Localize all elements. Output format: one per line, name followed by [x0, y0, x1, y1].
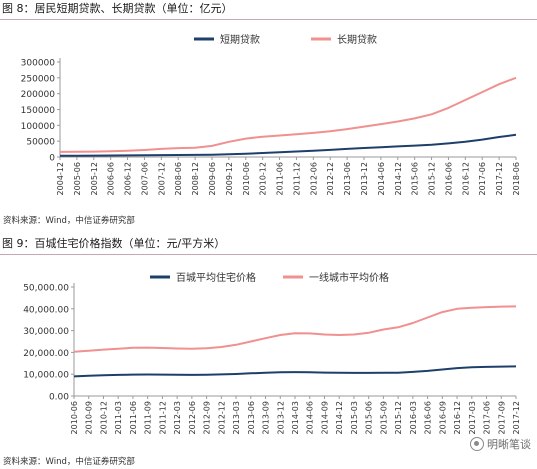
- loans-x-tick-label: 2016-12: [461, 162, 470, 195]
- housing-x-tick-label: 2015-12: [394, 401, 403, 434]
- housing-x-tick-label: 2011-03: [114, 401, 123, 434]
- loans-x-tick-label: 2010-06: [242, 162, 251, 195]
- housing-y-tick-label: 40,000.00: [23, 305, 69, 315]
- housing-x-tick-label: 2016-06: [424, 401, 433, 434]
- loans-x-tick-label: 2011-12: [292, 162, 301, 195]
- housing-x-tick-label: 2012-09: [203, 401, 212, 434]
- loans-x-tick-label: 2007-12: [157, 162, 166, 195]
- loans-x-tick-label: 2012-12: [326, 162, 335, 195]
- loans-y-tick-label: 250000: [21, 74, 56, 84]
- figure-9-source: 资料来源：Wind，中信证券研究部: [3, 457, 135, 467]
- loans-legend-label-2: 长期贷款: [337, 33, 377, 46]
- housing-x-tick-label: 2013-06: [247, 401, 256, 434]
- housing-price-line-chart: 0.00 10,000.00 20,000.00 30,000.00 40,000.00…: [23, 271, 521, 434]
- housing-x-tick-label: 2011-06: [129, 401, 138, 434]
- housing-x-tick-label: 2016-12: [453, 401, 462, 434]
- housing-x-tick-label: 2013-03: [232, 401, 241, 434]
- loans-x-tick-label: 2009-12: [225, 162, 234, 195]
- loans-x-tick-label: 2016-06: [444, 162, 453, 195]
- loans-y-tick-label: 300000: [21, 59, 56, 69]
- housing-series-line-2: [73, 305, 517, 353]
- loans-x-tick-label: 2005-06: [73, 162, 82, 195]
- housing-x-tick-label: 2017-03: [468, 401, 477, 434]
- loans-series-line-1: [60, 133, 517, 157]
- housing-x-tick-label: 2014-12: [335, 401, 344, 434]
- housing-y-tick-label: 30,000.00: [23, 327, 69, 337]
- figure-8-title: 图 8：居民短期贷款、长期贷款（单位：亿元）: [2, 2, 233, 15]
- housing-y-tick-label: 10,000.00: [23, 371, 69, 381]
- figure-9-title-rule: [0, 254, 537, 255]
- loans-x-tick-label: 2012-06: [309, 162, 318, 195]
- housing-x-tick-label: 2015-09: [379, 401, 388, 434]
- housing-x-tick-label: 2014-09: [320, 401, 329, 434]
- housing-x-tick-label: 2012-06: [188, 401, 197, 434]
- loans-x-tick-label: 2015-12: [428, 162, 437, 195]
- watermark: 明晰笔谈: [470, 436, 531, 452]
- housing-y-tick-label: 50,000.00: [23, 284, 69, 294]
- loans-line-chart: 0 50000 100000 150000 200000 250000 300000 2004…: [21, 33, 521, 195]
- loans-x-tick-label: 2014-12: [394, 162, 403, 195]
- housing-x-tick-label: 2017-09: [497, 401, 506, 434]
- loans-x-tick-label: 2005-12: [90, 162, 99, 195]
- loans-series-line-2: [59, 76, 517, 153]
- loans-x-tick-label: 2008-06: [174, 162, 183, 195]
- loans-y-tick-label: 0: [49, 154, 55, 164]
- loans-x-tick-label: 2006-06: [107, 162, 116, 195]
- housing-x-tick-label: 2015-06: [365, 401, 374, 434]
- loans-x-tick-label: 2009-06: [208, 162, 217, 195]
- housing-legend-label-2: 一线城市平均价格: [309, 271, 389, 284]
- housing-x-tick-label: 2010-06: [70, 401, 79, 434]
- housing-x-tick-label: 2016-09: [438, 401, 447, 434]
- figure-8-source: 资料来源：Wind，中信证券研究部: [3, 216, 135, 226]
- housing-x-tick-label: 2011-09: [144, 401, 153, 434]
- housing-x-tick-label: 2011-12: [158, 401, 167, 434]
- loans-x-tick-label: 2015-06: [411, 162, 420, 195]
- housing-series-line-1: [73, 365, 517, 378]
- loans-x-tick-label: 2004-12: [56, 162, 65, 195]
- housing-x-tick-label: 2017-12: [512, 401, 521, 434]
- wechat-watermark-icon: [470, 437, 484, 451]
- housing-x-tick-label: 2016-03: [409, 401, 418, 434]
- loans-x-tick-label: 2013-06: [343, 162, 352, 195]
- housing-x-tick-label: 2010-12: [99, 401, 108, 434]
- housing-x-tick-label: 2012-12: [217, 401, 226, 434]
- housing-x-tick-label: 2015-03: [350, 401, 359, 434]
- loans-x-tick-label: 2014-06: [377, 162, 386, 195]
- watermark-text: 明晰笔谈: [487, 438, 531, 451]
- figure-8-title-rule: [0, 19, 537, 20]
- loans-x-tick-label: 2013-12: [360, 162, 369, 195]
- loans-x-tick-label: 2007-06: [140, 162, 149, 195]
- loans-x-tick-label: 2008-12: [191, 162, 200, 195]
- housing-y-tick-label: 0.00: [49, 393, 69, 403]
- housing-x-tick-label: 2013-12: [276, 401, 285, 434]
- housing-legend-label-1: 百城平均住宅价格: [176, 271, 256, 284]
- housing-x-tick-label: 2017-06: [483, 401, 492, 434]
- loans-x-tick-label: 2006-12: [124, 162, 133, 195]
- loans-x-tick-label: 2011-06: [276, 162, 285, 195]
- figure-9-title: 图 9：百城住宅价格指数（单位：元/平方米）: [2, 237, 226, 250]
- loans-x-tick-label: 2018-06: [512, 162, 521, 195]
- loans-x-tick-label: 2017-12: [495, 162, 504, 195]
- housing-x-tick-label: 2010-09: [85, 401, 94, 434]
- loans-y-tick-label: 150000: [21, 106, 56, 116]
- housing-x-tick-label: 2012-03: [173, 401, 182, 434]
- loans-legend-label-1: 短期贷款: [220, 33, 260, 46]
- housing-x-tick-label: 2014-06: [306, 401, 315, 434]
- housing-x-tick-label: 2013-09: [262, 401, 271, 434]
- housing-y-tick-label: 20,000.00: [23, 349, 69, 359]
- housing-x-tick-label: 2014-03: [291, 401, 300, 434]
- loans-x-tick-label: 2010-12: [259, 162, 268, 195]
- loans-y-tick-label: 200000: [21, 90, 56, 100]
- loans-x-tick-label: 2017-06: [478, 162, 487, 195]
- loans-y-tick-label: 100000: [21, 122, 56, 132]
- loans-y-tick-label: 50000: [26, 138, 55, 148]
